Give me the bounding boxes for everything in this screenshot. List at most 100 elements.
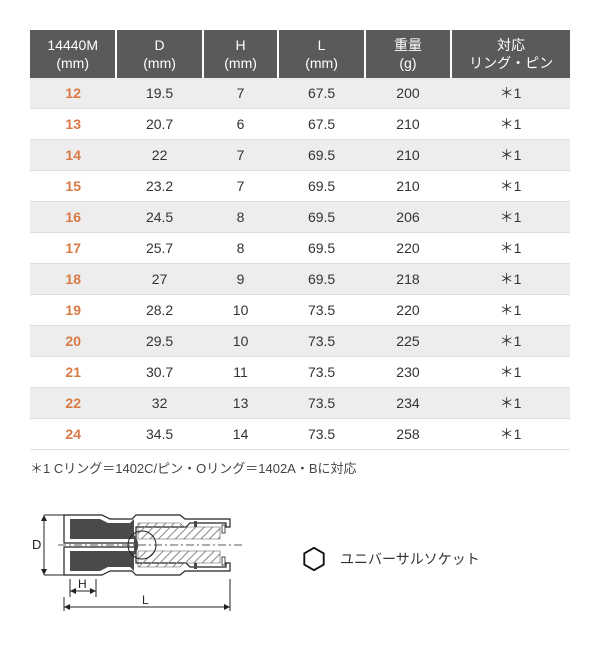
- cell-d: 27: [116, 264, 202, 295]
- cell-weight: 210: [365, 109, 451, 140]
- cell-d: 30.7: [116, 357, 202, 388]
- cell-h: 10: [203, 326, 279, 357]
- col-header-line1: 14440M: [47, 37, 98, 53]
- col-header-line1: 重量: [394, 37, 422, 53]
- cell-ring: ＊1: [451, 357, 570, 388]
- table-row: 1219.5767.5200＊1: [30, 78, 570, 109]
- col-header-size: 14440M (mm): [30, 30, 116, 78]
- col-header-l: L (mm): [278, 30, 364, 78]
- cell-d: 32: [116, 388, 202, 419]
- cell-l: 73.5: [278, 295, 364, 326]
- cell-l: 67.5: [278, 109, 364, 140]
- cell-h: 7: [203, 171, 279, 202]
- cell-d: 24.5: [116, 202, 202, 233]
- cell-weight: 200: [365, 78, 451, 109]
- cell-l: 73.5: [278, 388, 364, 419]
- socket-type-label-group: ユニバーサルソケット: [300, 545, 480, 573]
- cell-weight: 220: [365, 295, 451, 326]
- cell-d: 25.7: [116, 233, 202, 264]
- col-header-ring: 対応 リング・ピン: [451, 30, 570, 78]
- table-row: 2434.51473.5258＊1: [30, 419, 570, 450]
- col-header-d: D (mm): [116, 30, 202, 78]
- cell-size: 15: [30, 171, 116, 202]
- cell-size: 24: [30, 419, 116, 450]
- cell-h: 13: [203, 388, 279, 419]
- table-row: 22321373.5234＊1: [30, 388, 570, 419]
- col-header-line2: (mm): [56, 55, 89, 71]
- cell-h: 7: [203, 78, 279, 109]
- cell-h: 6: [203, 109, 279, 140]
- col-header-line2: リング・ピン: [469, 55, 553, 71]
- cell-l: 73.5: [278, 419, 364, 450]
- cell-d: 19.5: [116, 78, 202, 109]
- cell-d: 20.7: [116, 109, 202, 140]
- cell-weight: 218: [365, 264, 451, 295]
- cell-size: 12: [30, 78, 116, 109]
- cell-weight: 230: [365, 357, 451, 388]
- cell-ring: ＊1: [451, 326, 570, 357]
- cell-d: 22: [116, 140, 202, 171]
- col-header-line1: L: [318, 37, 326, 53]
- col-header-line2: (mm): [224, 55, 257, 71]
- cell-ring: ＊1: [451, 295, 570, 326]
- cell-l: 69.5: [278, 233, 364, 264]
- cell-d: 34.5: [116, 419, 202, 450]
- cell-weight: 225: [365, 326, 451, 357]
- col-header-line1: 対応: [497, 37, 525, 53]
- cell-d: 29.5: [116, 326, 202, 357]
- socket-cross-section-svg: D: [30, 497, 260, 617]
- cell-weight: 210: [365, 171, 451, 202]
- cell-size: 16: [30, 202, 116, 233]
- cell-size: 20: [30, 326, 116, 357]
- cell-l: 73.5: [278, 357, 364, 388]
- table-row: 1320.7667.5210＊1: [30, 109, 570, 140]
- cell-l: 67.5: [278, 78, 364, 109]
- cell-ring: ＊1: [451, 171, 570, 202]
- cell-h: 7: [203, 140, 279, 171]
- hex-icon: [300, 545, 328, 573]
- cell-ring: ＊1: [451, 388, 570, 419]
- svg-text:L: L: [142, 593, 149, 607]
- cell-weight: 234: [365, 388, 451, 419]
- col-header-line1: H: [236, 37, 246, 53]
- table-row: 1624.5869.5206＊1: [30, 202, 570, 233]
- table-row: 1928.21073.5220＊1: [30, 295, 570, 326]
- table-header-row: 14440M (mm) D (mm) H (mm) L (mm) 重量 (g) …: [30, 30, 570, 78]
- cell-weight: 220: [365, 233, 451, 264]
- table-row: 1422769.5210＊1: [30, 140, 570, 171]
- cell-h: 8: [203, 233, 279, 264]
- cell-weight: 210: [365, 140, 451, 171]
- cell-l: 73.5: [278, 326, 364, 357]
- cell-size: 22: [30, 388, 116, 419]
- cell-d: 23.2: [116, 171, 202, 202]
- cell-ring: ＊1: [451, 78, 570, 109]
- diagram-row: D: [30, 497, 570, 620]
- dimension-diagram: D: [30, 497, 260, 620]
- cell-d: 28.2: [116, 295, 202, 326]
- col-header-line2: (g): [399, 55, 416, 71]
- cell-l: 69.5: [278, 140, 364, 171]
- cell-h: 11: [203, 357, 279, 388]
- col-header-weight: 重量 (g): [365, 30, 451, 78]
- table-row: 1827969.5218＊1: [30, 264, 570, 295]
- col-header-line2: (mm): [305, 55, 338, 71]
- svg-text:D: D: [32, 537, 41, 552]
- cell-ring: ＊1: [451, 140, 570, 171]
- cell-ring: ＊1: [451, 233, 570, 264]
- cell-l: 69.5: [278, 171, 364, 202]
- cell-size: 18: [30, 264, 116, 295]
- cell-weight: 258: [365, 419, 451, 450]
- cell-size: 14: [30, 140, 116, 171]
- cell-size: 19: [30, 295, 116, 326]
- cell-weight: 206: [365, 202, 451, 233]
- cell-h: 10: [203, 295, 279, 326]
- spec-table: 14440M (mm) D (mm) H (mm) L (mm) 重量 (g) …: [30, 30, 570, 450]
- socket-type-label: ユニバーサルソケット: [340, 549, 480, 569]
- table-row: 1725.7869.5220＊1: [30, 233, 570, 264]
- cell-size: 13: [30, 109, 116, 140]
- svg-text:H: H: [78, 577, 87, 591]
- table-body: 1219.5767.5200＊11320.7667.5210＊11422769.…: [30, 78, 570, 450]
- cell-h: 9: [203, 264, 279, 295]
- cell-size: 21: [30, 357, 116, 388]
- col-header-line2: (mm): [143, 55, 176, 71]
